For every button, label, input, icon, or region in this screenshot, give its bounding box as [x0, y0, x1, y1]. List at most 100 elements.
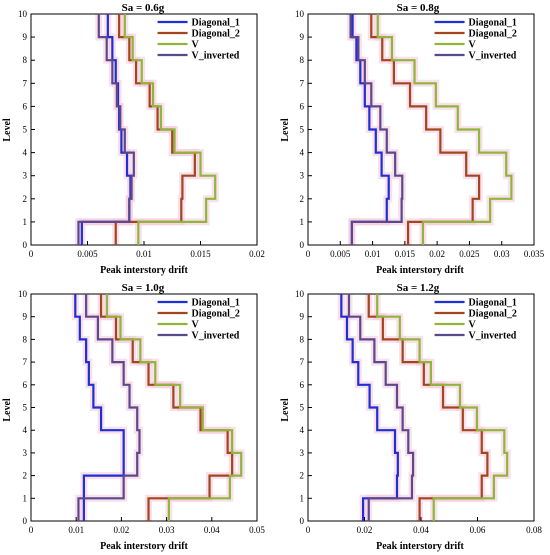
plot-area — [307, 13, 535, 246]
legend-label: V_inverted — [192, 331, 240, 342]
y-tick-label: 1 — [300, 217, 305, 227]
y-tick-label: 10 — [18, 289, 28, 299]
x-tick-label: 0.035 — [524, 249, 545, 259]
y-tick-label: 2 — [23, 471, 28, 481]
y-tick-label: 5 — [23, 125, 28, 135]
x-tick-label: 0.01 — [68, 525, 84, 535]
x-axis-label: Peak interstory drift — [100, 265, 188, 276]
y-tick-label: 8 — [300, 55, 305, 65]
y-tick-label: 1 — [300, 493, 305, 503]
y-axis-label: Level — [280, 398, 291, 422]
y-tick-label: 7 — [23, 357, 28, 367]
series-line-v — [376, 294, 509, 521]
x-tick-label: 0.02 — [357, 525, 373, 535]
legend-label: Diagonal_2 — [469, 309, 517, 320]
series-line-diagonal-1 — [340, 294, 399, 521]
y-tick-label: 7 — [300, 357, 305, 367]
y-tick-label: 10 — [295, 289, 305, 299]
y-tick-label: 7 — [23, 78, 28, 88]
x-tick-label: 0.015 — [395, 249, 416, 259]
y-tick-label: 1 — [23, 217, 28, 227]
x-tick-label: 0.03 — [159, 525, 175, 535]
x-tick-label: 0.005 — [77, 249, 98, 259]
plot-area — [30, 293, 258, 522]
series-line-diagonal-2 — [370, 14, 481, 245]
x-tick-label: 0.005 — [330, 249, 351, 259]
y-tick-label: 10 — [295, 9, 305, 19]
legend-label: V — [469, 40, 477, 51]
legend-label: Diagonal_1 — [192, 298, 240, 309]
x-tick-label: 0.02 — [429, 249, 445, 259]
legend-label: V — [192, 40, 200, 51]
y-tick-label: 5 — [300, 125, 305, 135]
x-axis-label: Peak interstory drift — [376, 265, 464, 276]
chart-title: Sa = 0.6g — [122, 2, 165, 14]
x-tick-label: 0 — [306, 525, 311, 535]
legend-label: V — [192, 320, 200, 331]
series-line-diagonal-2 — [367, 294, 489, 521]
y-tick-label: 0 — [300, 240, 305, 250]
x-tick-label: 0.03 — [494, 249, 510, 259]
y-tick-label: 10 — [18, 9, 28, 19]
legend-label: Diagonal_1 — [469, 18, 517, 29]
x-axis-label: Peak interstory drift — [376, 541, 464, 552]
y-tick-label: 4 — [300, 148, 305, 158]
x-tick-label: 0.01 — [365, 249, 381, 259]
y-tick-label: 3 — [23, 448, 28, 458]
series-line-v-inverted — [77, 14, 135, 245]
y-tick-label: 2 — [300, 471, 305, 481]
legend-label: Diagonal_1 — [192, 18, 240, 29]
legend-label: V_inverted — [192, 51, 240, 62]
y-tick-label: 6 — [23, 101, 28, 111]
y-tick-label: 3 — [300, 448, 305, 458]
y-tick-label: 5 — [23, 403, 28, 413]
y-tick-label: 2 — [300, 194, 305, 204]
series-line-v — [123, 14, 217, 245]
legend-label: V_inverted — [469, 51, 517, 62]
legend-label: Diagonal_2 — [192, 309, 240, 320]
legend-label: Diagonal_1 — [469, 298, 517, 309]
x-tick-label: 0.06 — [470, 525, 486, 535]
x-tick-label: 0.08 — [526, 525, 542, 535]
chart-panel-sa-0-8g: Sa = 0.8g Level Peak interstory drift 0 1… — [280, 2, 545, 276]
series-line-diagonal-1 — [350, 14, 390, 245]
x-axis-label: Peak interstory drift — [100, 541, 188, 552]
plot-area — [30, 13, 258, 246]
legend-label: V_inverted — [469, 331, 517, 342]
chart-title: Sa = 1.2g — [397, 282, 440, 294]
y-tick-label: 9 — [23, 312, 28, 322]
y-tick-label: 9 — [23, 32, 28, 42]
y-tick-label: 2 — [23, 194, 28, 204]
y-tick-label: 8 — [23, 334, 28, 344]
y-tick-label: 3 — [23, 171, 28, 181]
x-tick-label: 0.01 — [136, 249, 152, 259]
y-tick-label: 6 — [23, 380, 28, 390]
x-tick-label: 0 — [306, 249, 311, 259]
chart-title: Sa = 0.8g — [397, 2, 440, 14]
chart-title: Sa = 1.0g — [122, 282, 165, 294]
y-axis-label: Level — [2, 118, 13, 142]
y-tick-label: 4 — [23, 425, 28, 435]
series-band — [374, 14, 515, 245]
series-line-v-inverted — [349, 14, 404, 245]
x-tick-label: 0.025 — [459, 249, 480, 259]
y-tick-label: 1 — [23, 493, 28, 503]
x-tick-label: 0.05 — [249, 525, 265, 535]
y-tick-label: 4 — [23, 148, 28, 158]
chart-panel-sa-1-0g: Sa = 1.0g Level Peak interstory drift 0 1… — [2, 282, 265, 552]
x-tick-label: 0 — [29, 525, 34, 535]
y-tick-label: 9 — [300, 32, 305, 42]
y-tick-label: 6 — [300, 380, 305, 390]
x-tick-label: 0.02 — [114, 525, 130, 535]
legend-label: Diagonal_2 — [192, 29, 240, 40]
y-axis-label: Level — [2, 398, 13, 422]
series-line-v — [105, 294, 243, 521]
series-line-v — [376, 14, 513, 245]
legend-label: V — [469, 320, 477, 331]
y-tick-label: 0 — [300, 516, 305, 526]
